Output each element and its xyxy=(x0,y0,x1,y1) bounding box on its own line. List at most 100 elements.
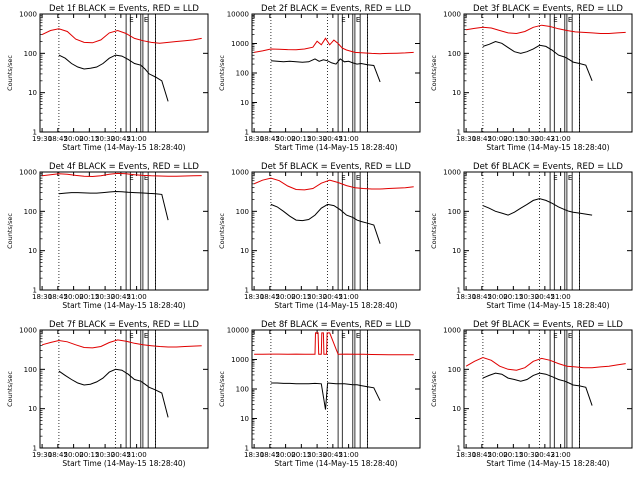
panel-3: Det 3f BLACK = Events, RED = LLD Counts/s… xyxy=(430,4,633,152)
marker-label: E xyxy=(129,332,133,340)
marker-label: E xyxy=(553,174,557,182)
x-tick-label: 18:45 xyxy=(260,293,280,301)
marker-label: E xyxy=(356,174,360,182)
x-tick-label: 20:43 xyxy=(535,451,555,459)
x-tick-label: 18:30 xyxy=(244,135,264,143)
y-tick-label: 1 xyxy=(457,287,461,295)
panel-title: Det 5f BLACK = Events, RED = LLD xyxy=(261,162,411,172)
x-tick-label: 20:15 xyxy=(79,451,99,459)
x-axis-label: Start Time (14-May-15 18:28:40) xyxy=(486,301,609,310)
lld-series-line xyxy=(466,24,626,35)
x-tick-label: 18:30 xyxy=(244,293,264,301)
events-series-line xyxy=(270,58,381,83)
events-series-line xyxy=(482,372,593,406)
x-tick-label: 18:45 xyxy=(472,135,492,143)
y-tick-label: 1000 xyxy=(231,356,249,364)
plot-frame xyxy=(463,13,633,133)
x-tick-label: 21:00 xyxy=(551,451,571,459)
x-tick-label: 20:15 xyxy=(79,135,99,143)
y-tick-label: 1000 xyxy=(231,40,249,48)
x-tick-label: 18:30 xyxy=(456,135,476,143)
x-tick-label: 19:30 xyxy=(32,451,52,459)
plot-frame xyxy=(463,171,633,291)
y-axis-label: Counts/sec xyxy=(218,55,226,91)
x-tick-label: 18:30 xyxy=(456,293,476,301)
events-series-line xyxy=(270,203,381,244)
marker-label: E xyxy=(341,332,345,340)
y-tick-label: 10 xyxy=(240,99,249,107)
x-axis-label: Start Time (14-May-15 18:28:40) xyxy=(486,459,609,468)
x-tick-label: 18:45 xyxy=(260,451,280,459)
y-tick-label: 1000 xyxy=(19,327,37,335)
x-tick-label: 20:45 xyxy=(323,135,343,143)
y-tick-label: 100 xyxy=(448,366,461,374)
y-axis-label: Counts/sec xyxy=(430,55,438,91)
x-tick-label: 20:15 xyxy=(291,451,311,459)
y-tick-label: 1000 xyxy=(443,327,461,335)
lld-series-line xyxy=(465,356,626,371)
x-tick-label: 21:00 xyxy=(127,293,147,301)
y-axis-label: Counts/sec xyxy=(430,371,438,407)
x-tick-label: 21:00 xyxy=(551,135,571,143)
y-axis-label: Counts/sec xyxy=(430,213,438,249)
panel-title: Det 7f BLACK = Events, RED = LLD xyxy=(49,320,199,330)
y-axis-label: Counts/sec xyxy=(218,213,226,249)
x-tick-label: 20:45 xyxy=(323,451,343,459)
panel-title: Det 6f BLACK = Events, RED = LLD xyxy=(473,162,623,172)
panel-6: Det 6f BLACK = Events, RED = LLD Counts/s… xyxy=(430,162,633,310)
panel-5: Det 5f BLACK = Events, RED = LLD Counts/s… xyxy=(218,162,421,310)
y-axis-label: Counts/sec xyxy=(6,213,14,249)
lld-series-line xyxy=(254,332,414,356)
panel-title: Det 3f BLACK = Events, RED = LLD xyxy=(473,4,623,14)
marker-label: E xyxy=(144,332,148,340)
x-tick-label: 21:00 xyxy=(339,451,359,459)
x-tick-label: 18:45 xyxy=(48,135,68,143)
events-series-line xyxy=(270,382,381,410)
plot-frame xyxy=(251,13,421,133)
y-tick-label: 1 xyxy=(245,287,249,295)
x-tick-label: 21:00 xyxy=(339,135,359,143)
marker-label: E xyxy=(356,332,360,340)
marker-label: E xyxy=(144,174,148,182)
x-tick-label: 20:30 xyxy=(95,451,115,459)
x-tick-label: 20:30 xyxy=(307,293,327,301)
marker-label: E xyxy=(553,332,557,340)
events-series-line xyxy=(58,368,169,418)
y-tick-label: 10 xyxy=(28,405,37,413)
x-tick-label: 20:00 xyxy=(276,135,296,143)
x-tick-label: 18:30 xyxy=(244,451,264,459)
x-tick-label: 18:30 xyxy=(32,293,52,301)
marker-label: E xyxy=(341,16,345,24)
y-tick-label: 1 xyxy=(457,129,461,137)
y-tick-label: 100 xyxy=(448,50,461,58)
x-tick-label: 19:30 xyxy=(32,135,52,143)
y-tick-label: 1 xyxy=(457,445,461,453)
y-tick-label: 10 xyxy=(452,405,461,413)
x-tick-label: 20:00 xyxy=(488,293,508,301)
y-tick-label: 10000 xyxy=(227,327,249,335)
x-axis-label: Start Time (14-May-15 18:28:40) xyxy=(62,459,185,468)
lld-series-line xyxy=(41,339,202,349)
x-tick-label: 20:43 xyxy=(535,135,555,143)
x-axis-label: Start Time (14-May-15 18:28:40) xyxy=(274,459,397,468)
x-tick-label: 21:00 xyxy=(551,293,571,301)
plot-frame xyxy=(463,329,633,449)
x-tick-label: 20:30 xyxy=(95,135,115,143)
panel-7: Det 7f BLACK = Events, RED = LLD Counts/s… xyxy=(6,320,209,468)
x-tick-label: 20:00 xyxy=(276,293,296,301)
x-tick-label: 18:30 xyxy=(456,451,476,459)
x-tick-label: 20:45 xyxy=(111,451,131,459)
y-tick-label: 10 xyxy=(28,89,37,97)
x-tick-label: 20:30 xyxy=(95,293,115,301)
panel-4: Det 4f BLACK = Events, RED = LLD Counts/s… xyxy=(6,162,209,310)
marker-label: E xyxy=(568,332,572,340)
lld-series-line xyxy=(253,177,414,191)
y-tick-label: 1 xyxy=(245,129,249,137)
y-tick-label: 10 xyxy=(452,89,461,97)
y-tick-label: 1000 xyxy=(19,11,37,19)
y-axis-label: Counts/sec xyxy=(218,371,226,407)
x-tick-label: 20:00 xyxy=(64,293,84,301)
plot-frame xyxy=(39,171,209,291)
panel-1: Det 1f BLACK = Events, RED = LLD Counts/s… xyxy=(6,4,209,152)
x-tick-label: 20:00 xyxy=(488,135,508,143)
